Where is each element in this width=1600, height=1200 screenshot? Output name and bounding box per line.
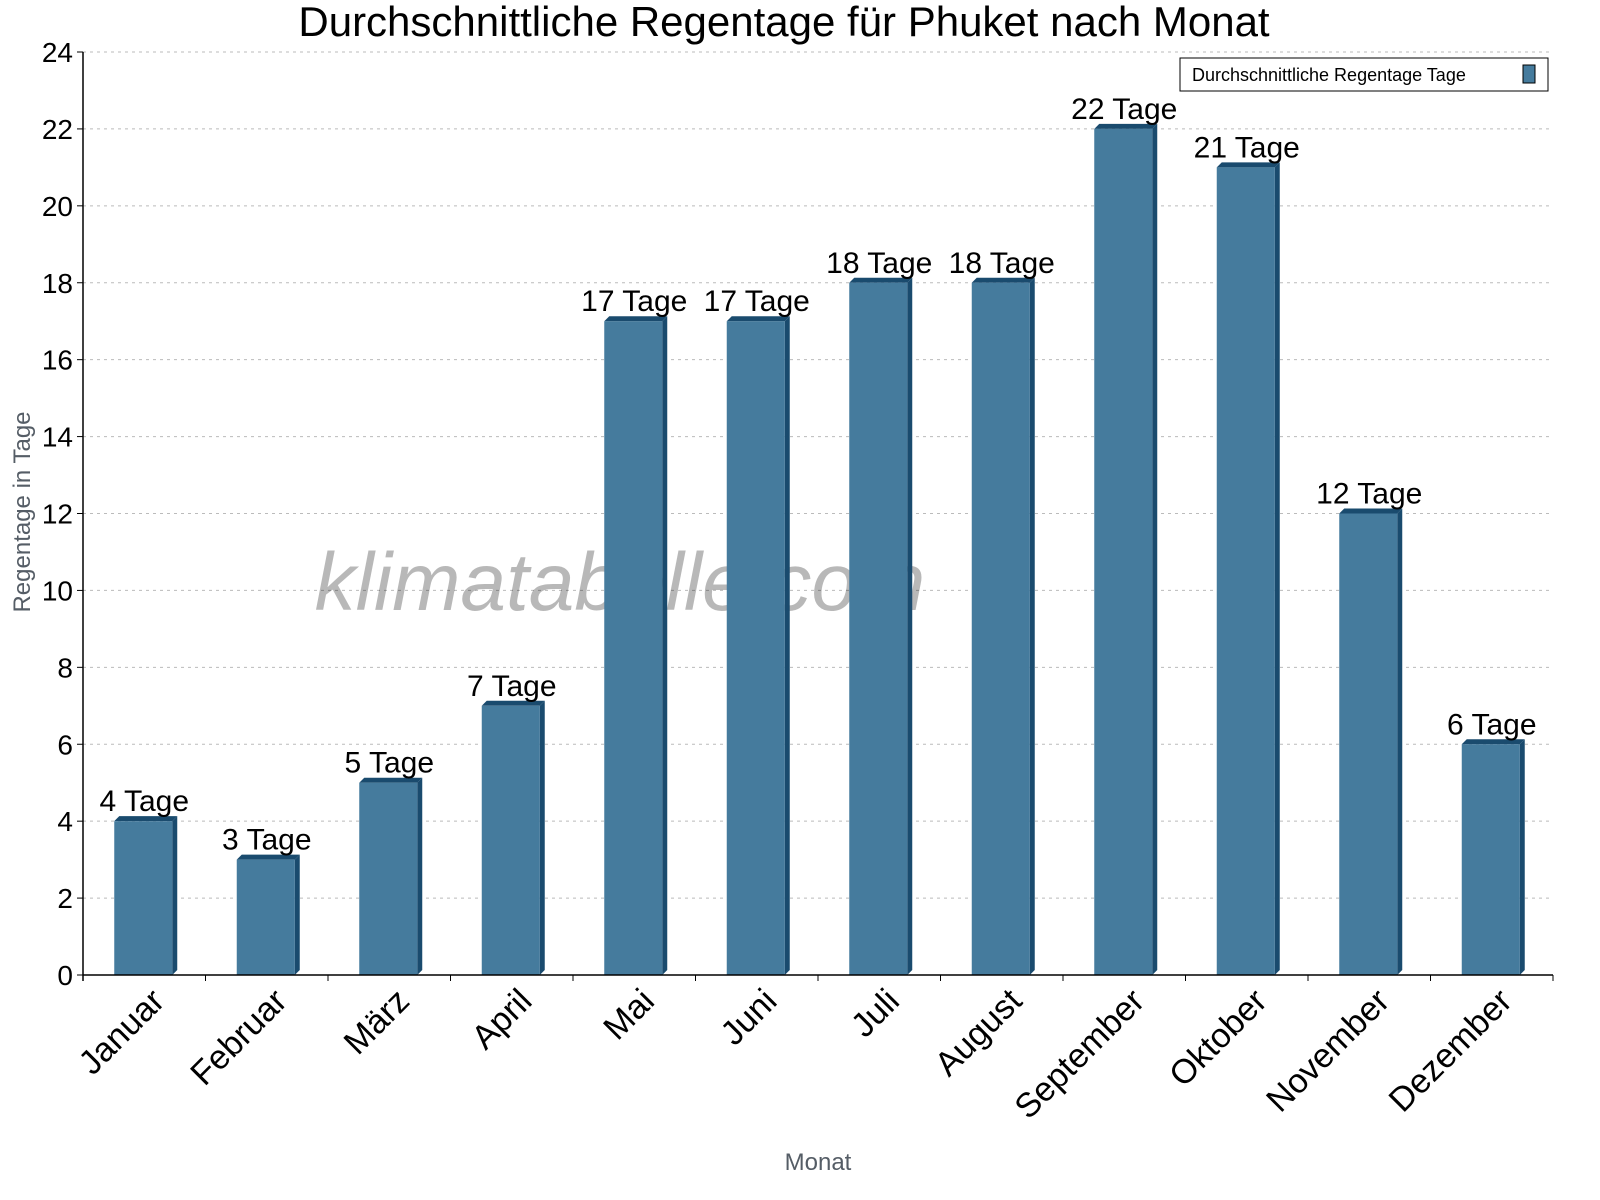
x-tick-label: Mai — [596, 982, 662, 1048]
bar-side — [539, 700, 545, 975]
y-tick-label: 20 — [42, 191, 73, 222]
bar-side — [1152, 123, 1158, 975]
x-axis-label: Monat — [785, 1149, 852, 1176]
data-label: 18 Tage — [949, 247, 1055, 280]
bar-top — [1216, 162, 1280, 168]
y-tick-label: 22 — [42, 114, 73, 145]
y-axis-label: Regentage in Tage — [9, 411, 36, 612]
x-tick-label: Juni — [713, 982, 784, 1053]
legend-label: Durchschnittliche Regentage Tage — [1192, 65, 1466, 85]
bar-top — [114, 816, 178, 822]
chart-title: Durchschnittliche Regentage für Phuket n… — [298, 0, 1270, 45]
legend: Durchschnittliche Regentage Tage — [1179, 57, 1549, 92]
y-tick-label: 14 — [42, 422, 73, 453]
data-label: 4 Tage — [99, 785, 189, 818]
data-label: 18 Tage — [826, 247, 932, 280]
y-tick-label: 0 — [57, 960, 73, 991]
bar-side — [1274, 162, 1280, 975]
data-label: 21 Tage — [1194, 131, 1300, 164]
bar-side — [417, 777, 423, 975]
bar-side — [1029, 277, 1035, 975]
data-label: 5 Tage — [344, 747, 434, 780]
bar-top — [1461, 739, 1525, 745]
y-tick-label: 8 — [57, 652, 73, 683]
y-tick-label: 18 — [42, 268, 73, 299]
x-tick-label: Dezember — [1382, 982, 1520, 1120]
bar-top — [236, 854, 300, 860]
x-tick-label: September — [1007, 982, 1151, 1126]
data-label: 22 Tage — [1071, 93, 1177, 126]
bar-side — [172, 816, 178, 975]
bar-top — [1339, 508, 1403, 514]
bar-top — [971, 277, 1035, 283]
data-label: 12 Tage — [1316, 478, 1422, 511]
legend-box — [1179, 57, 1549, 92]
data-label: 17 Tage — [581, 285, 687, 318]
x-tick-label: Februar — [183, 982, 294, 1093]
bar — [1339, 513, 1398, 975]
bar — [1216, 167, 1275, 975]
data-label: 7 Tage — [467, 670, 557, 703]
x-tick-label: März — [337, 982, 417, 1062]
bar — [114, 821, 173, 975]
bar-side — [1397, 508, 1403, 975]
y-tick-label: 12 — [42, 499, 73, 530]
legend-swatch — [1522, 64, 1536, 84]
y-tick-label: 6 — [57, 729, 73, 760]
x-tick-label: November — [1259, 982, 1397, 1120]
bar-side — [784, 316, 790, 975]
bar-top — [726, 316, 790, 322]
y-tick-label: 4 — [57, 806, 73, 837]
bar-top — [604, 316, 668, 322]
data-label: 17 Tage — [704, 285, 810, 318]
x-tick-label: Januar — [72, 982, 172, 1082]
bar — [1094, 128, 1153, 975]
bar-top — [481, 700, 545, 706]
bar-side — [1519, 739, 1525, 975]
bar — [971, 282, 1030, 975]
y-tick-label: 10 — [42, 575, 73, 606]
x-tick-label: August — [928, 981, 1030, 1083]
bar-side — [907, 277, 913, 975]
bar-top — [359, 777, 423, 783]
data-label: 6 Tage — [1447, 708, 1537, 741]
x-tick-label: April — [464, 982, 539, 1057]
bars: 4 Tage 3 Tage 5 Tage 7 Tage 17 Tage 17 Tage 18… — [99, 93, 1537, 975]
bar — [359, 782, 418, 975]
bar-top — [1094, 123, 1158, 129]
bar — [849, 282, 908, 975]
y-tick-label: 2 — [57, 883, 73, 914]
bar — [236, 859, 295, 975]
bar-side — [294, 854, 300, 975]
y-tick-label: 24 — [42, 37, 73, 68]
bar-side — [662, 316, 668, 975]
bar-top — [849, 277, 913, 283]
grid-lines — [83, 51, 1553, 899]
bar — [604, 321, 663, 975]
bar — [726, 321, 785, 975]
bar — [481, 705, 540, 975]
x-tick-label: Juli — [844, 982, 907, 1045]
bar — [1461, 744, 1520, 975]
y-tick-label: 16 — [42, 345, 73, 376]
x-tick-label: Oktober — [1162, 982, 1274, 1094]
data-label: 3 Tage — [222, 824, 312, 857]
